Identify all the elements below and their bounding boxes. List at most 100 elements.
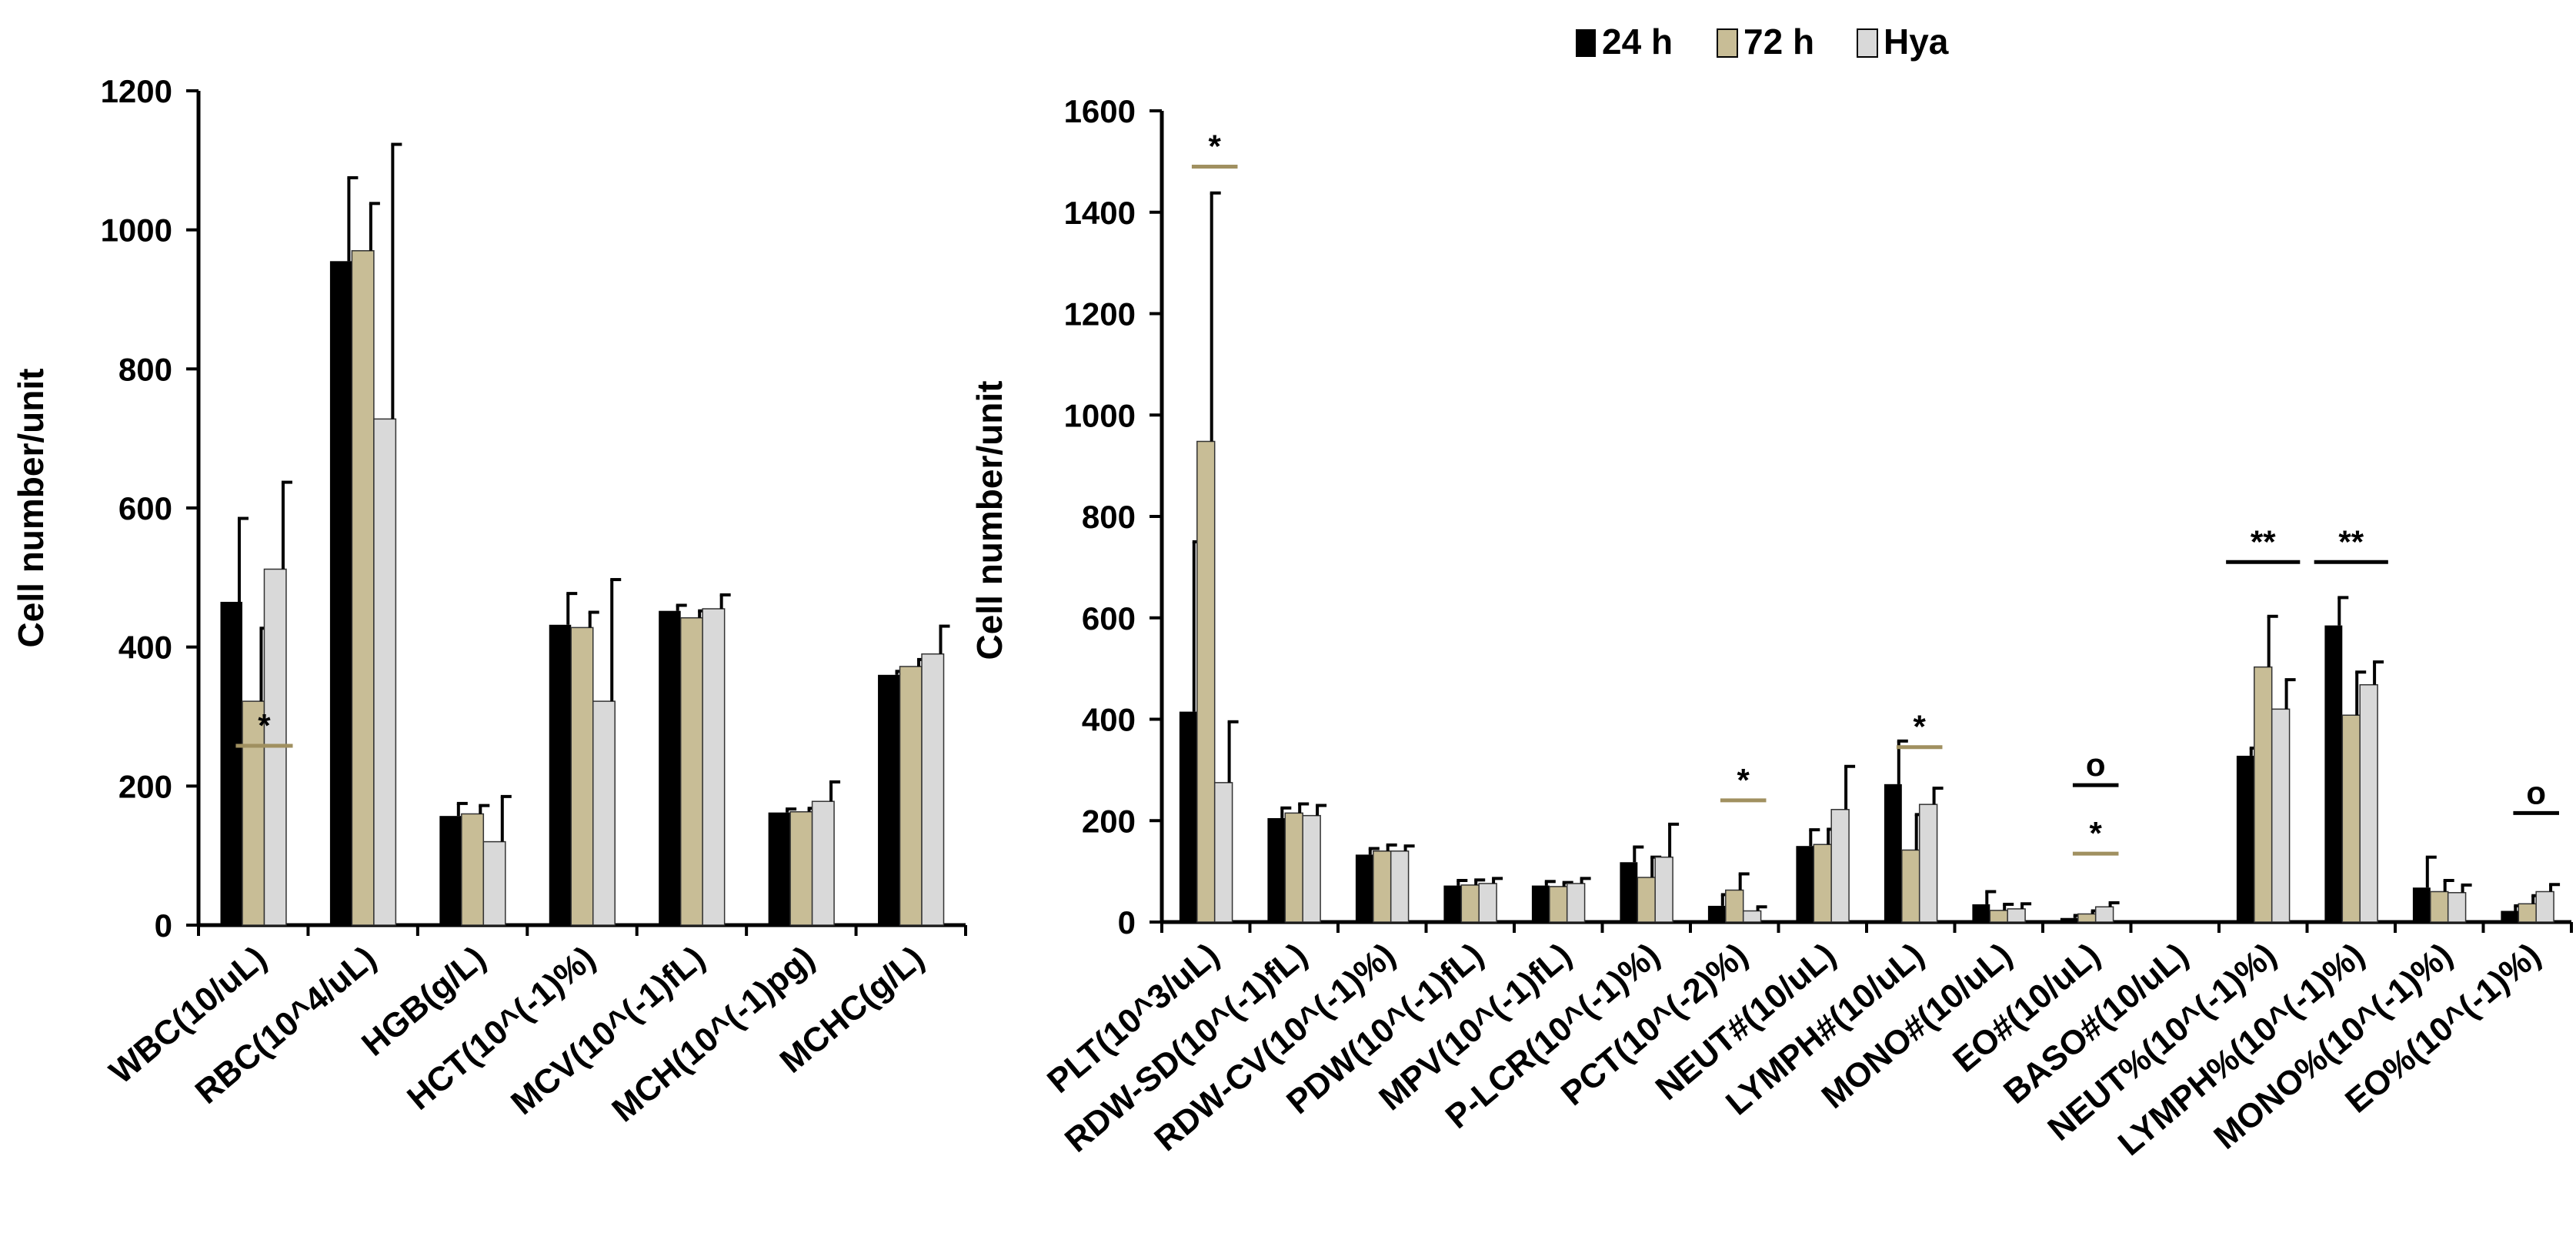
bar-24-h-mcv-10-1-fl	[659, 610, 681, 925]
bar-72-h-rdw-cv-10-1	[1373, 850, 1392, 923]
bar-hya-mono-10-ul	[2007, 908, 2026, 923]
bar-72-h-mchc-g-l	[899, 666, 923, 926]
y-tick-label: 0	[155, 907, 172, 944]
significance-mark: *	[1737, 762, 1750, 798]
bar-72-h-lymph-10-ul	[1901, 849, 1920, 923]
bar-72-h-mch-10-1-pg	[789, 811, 813, 926]
y-tick-label: 800	[1082, 499, 1136, 535]
bar-24-h-neut-10-ul	[1796, 846, 1814, 922]
bar-24-h-hgb-g-l	[439, 816, 462, 925]
y-tick-label: 400	[118, 630, 172, 666]
legend-swatch-hya	[1857, 28, 1878, 58]
bar-72-h-rbc-10-4-ul	[351, 250, 375, 926]
bar-hya-hct-10-1	[592, 700, 616, 926]
chart-panel-right: 0 200 400 600 800 1000 1200 1400 1600 Cell number…	[969, 93, 2573, 1163]
bar-72-h-lymph-10-1	[2341, 714, 2361, 923]
significance-mark: *	[258, 707, 271, 743]
bar-24-h-pdw-10-1-fl	[1443, 885, 1462, 922]
y-tick-label: 200	[1082, 803, 1136, 839]
bar-24-h-mono-10-1	[2412, 887, 2431, 922]
bar-hya-eo-10-ul	[2094, 906, 2114, 923]
bar-72-h-wbc-10-ul	[242, 700, 265, 926]
bar-24-h-mpv-10-1-fl	[1531, 885, 1550, 922]
y-tick-label: 200	[118, 768, 172, 804]
y-tick-label: 1000	[101, 212, 172, 249]
bar-72-h-eo-10-1	[2518, 903, 2537, 923]
bar-24-h-rbc-10-4-ul	[329, 261, 352, 926]
bar-72-h-plt-10-3-ul	[1196, 440, 1216, 923]
bar-24-h-lymph-10-ul	[1884, 784, 1902, 922]
bar-72-h-mono-10-1	[2430, 890, 2449, 923]
legend: 24 h 72 h Hya	[1576, 22, 1949, 62]
y-tick-label: 400	[1082, 702, 1136, 738]
bar-72-h-mpv-10-1-fl	[1549, 886, 1568, 923]
bar-hya-neut-10-1	[2271, 708, 2291, 923]
bar-hya-eo-10-1	[2535, 890, 2554, 923]
significance-mark: *	[1914, 709, 1927, 745]
bar-hya-hgb-g-l	[482, 840, 506, 926]
y-tick-label: 1200	[101, 73, 172, 109]
category-label-mcv-10-1-fl: MCV(10^(-1)fL)	[504, 939, 712, 1122]
y-tick-label: 1200	[1064, 296, 1136, 332]
y-tick-label: 600	[118, 490, 172, 526]
category-label-hct-10-1: HCT(10^(-1)%)	[400, 939, 602, 1118]
bar-72-h-neut-10-1	[2254, 666, 2273, 923]
bar-hya-mono-10-1	[2447, 892, 2467, 923]
y-tick-label: 600	[1082, 600, 1136, 637]
bar-72-h-mono-10-ul	[1989, 910, 2008, 923]
y-tick-label: 1400	[1064, 195, 1136, 231]
bar-24-h-rdw-sd-10-1-fl	[1267, 817, 1286, 922]
bar-72-h-pdw-10-1-fl	[1460, 884, 1480, 923]
bar-24-h-mch-10-1-pg	[768, 812, 791, 925]
y-tick-label: 1600	[1064, 93, 1136, 129]
bar-72-h-hgb-g-l	[461, 813, 485, 926]
bar-hya-pdw-10-1-fl	[1478, 883, 1497, 923]
bar-24-h-rdw-cv-10-1	[1355, 854, 1373, 922]
bar-72-h-eo-10-ul	[2077, 913, 2097, 923]
significance-mark: **	[2338, 523, 2364, 560]
bar-72-h-rdw-sd-10-1-fl	[1284, 812, 1303, 923]
bar-hya-plt-10-3-ul	[1213, 782, 1233, 923]
bar-24-h-hct-10-1	[549, 624, 572, 925]
bar-hya-lymph-10-1	[2359, 683, 2378, 923]
bar-hya-p-lcr-10-1	[1654, 856, 1673, 923]
bar-24-h-mchc-g-l	[878, 674, 900, 925]
bar-72-h-mcv-10-1-fl	[679, 616, 703, 926]
bar-24-h-neut-10-1	[2236, 755, 2254, 922]
bar-hya-pct-10-2	[1742, 910, 1762, 923]
significance-mark: *	[1209, 128, 1222, 164]
bar-24-h-wbc-10-ul	[220, 601, 242, 925]
bar-72-h-pct-10-2	[1725, 889, 1744, 923]
y-tick-label: 1000	[1064, 397, 1136, 433]
bar-24-h-mono-10-ul	[1972, 904, 1990, 922]
category-label-mch-10-1-pg: MCH(10^(-1)pg)	[605, 939, 821, 1129]
legend-label-24h: 24 h	[1602, 22, 1673, 62]
legend-label-hya: Hya	[1884, 22, 1949, 62]
significance-mark: o	[2526, 774, 2546, 810]
bar-24-h-eo-10-1	[2501, 911, 2519, 922]
significance-mark: o	[2086, 747, 2106, 783]
significance-mark: *	[2090, 815, 2103, 851]
bar-72-h-neut-10-ul	[1813, 844, 1832, 923]
bar-hya-rbc-10-4-ul	[373, 418, 397, 926]
bar-72-h-hct-10-1	[570, 626, 594, 926]
y-tick-label: 800	[118, 351, 172, 387]
bar-72-h-p-lcr-10-1	[1637, 877, 1656, 923]
bar-hya-neut-10-ul	[1830, 809, 1850, 923]
bar-hya-mchc-g-l	[921, 653, 945, 926]
y-axis-label: Cell number/unit	[11, 369, 51, 648]
significance-mark: **	[2251, 523, 2276, 560]
bar-24-h-eo-10-ul	[2060, 917, 2078, 922]
legend-label-72h: 72 h	[1743, 22, 1814, 62]
y-axis-label: Cell number/unit	[969, 381, 1009, 660]
bar-24-h-lymph-10-1	[2324, 625, 2343, 922]
bar-hya-rdw-cv-10-1	[1390, 850, 1410, 923]
bar-24-h-plt-10-3-ul	[1179, 711, 1197, 922]
bar-24-h-pct-10-2	[1707, 905, 1726, 922]
legend-swatch-72h	[1717, 28, 1738, 58]
bar-hya-mch-10-1-pg	[811, 800, 835, 926]
bar-hya-mcv-10-1-fl	[702, 608, 726, 926]
y-tick-label: 0	[1118, 904, 1136, 941]
